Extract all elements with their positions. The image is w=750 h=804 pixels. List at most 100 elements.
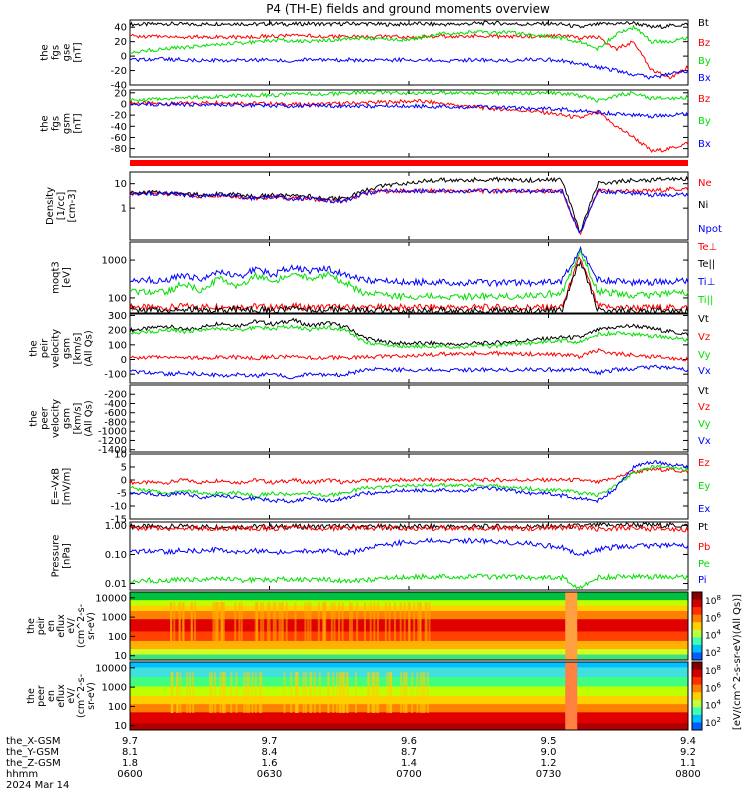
- y-tick-label: 20: [114, 37, 127, 48]
- spectrogram-event: [565, 592, 578, 660]
- spectrogram-streak: [179, 672, 182, 713]
- spectrogram-streak: [245, 672, 248, 713]
- y-axis-label-line: [nT]: [73, 42, 84, 62]
- legend-label: Vz: [698, 402, 710, 413]
- y-tick-label: -60: [111, 133, 127, 144]
- spectrogram-streak: [373, 672, 376, 713]
- spectrogram-band: [130, 704, 688, 713]
- legend-label: Ti⊥: [697, 277, 715, 288]
- series-line-fgs_gse-1: [129, 33, 689, 80]
- y-tick-label: -20: [111, 111, 127, 122]
- y-tick-label: 100: [108, 293, 127, 304]
- colorbar-segment: [692, 607, 702, 616]
- spectrogram-band: [130, 723, 688, 731]
- panel-density: 10 1 Density [1/cc] [cm-3] Ne Ni Npot: [45, 171, 722, 241]
- y-tick-label: -10: [111, 502, 127, 513]
- spectrogram-streak: [290, 672, 293, 713]
- spectrogram-streak: [235, 672, 238, 713]
- spectrogram-streak: [411, 672, 414, 713]
- x-axis-row-value: 9.4: [680, 736, 696, 747]
- y-axis-label-line: the: [26, 688, 37, 704]
- y-tick-label: -200: [104, 390, 127, 401]
- x-axis-row-value: 1.6: [262, 758, 278, 769]
- y-axis-label: the peir en eflux eV/(cm^2-s-sr-eV): [26, 604, 97, 648]
- x-axis-row-value: 9.7: [122, 736, 138, 747]
- spectrogram-band: [130, 686, 688, 697]
- y-tick-label: -40: [111, 122, 127, 133]
- spectrogram-band: [130, 696, 688, 705]
- series-line-density-2: [129, 187, 689, 234]
- colorbar-segment: [692, 692, 702, 701]
- y-tick-label: 10000: [95, 593, 127, 604]
- colorbar-frame: [691, 591, 703, 661]
- x-axis-date: 2024 Mar 14: [6, 780, 69, 791]
- y-tick-label: 10: [114, 450, 127, 461]
- spectrogram-streak: [220, 602, 223, 643]
- spectrogram-band: [130, 662, 688, 668]
- spectrogram-streak: [214, 672, 217, 713]
- spectrogram-streak: [423, 672, 426, 713]
- legend-label: Ey: [698, 481, 710, 492]
- x-axis-row-label: hhmm: [6, 769, 38, 780]
- spectrogram-band: [130, 640, 688, 650]
- spectrogram-streak: [170, 602, 173, 643]
- spectrogram-streak: [307, 602, 310, 643]
- y-axis-label: E=-VxB [mV/m]: [51, 468, 73, 506]
- legend-label: Bx: [698, 73, 711, 84]
- spectrogram-band: [130, 667, 688, 678]
- y-tick-label: 100: [108, 702, 127, 713]
- x-axis-row-value: 9.5: [541, 736, 557, 747]
- spectrogram-streak: [322, 602, 325, 643]
- y-axis-label-line: velocity: [51, 329, 62, 368]
- spectrogram-streak: [345, 672, 348, 713]
- spectrogram-streak: [318, 672, 321, 713]
- spectrogram-streak: [323, 602, 326, 643]
- y-axis-label-line: (All Qs): [84, 330, 95, 367]
- y-tick-label: -1400: [98, 445, 127, 456]
- spectrogram-streak: [283, 672, 286, 713]
- panel-fgs_gsm: 200-20-40-60-80 the fgs gsm [nT] Bz By Bx: [40, 88, 711, 158]
- colorbar-segment: [692, 599, 702, 608]
- spectrogram-streak: [363, 602, 366, 643]
- spectrogram-peer_en: 10000 1000 100 10 the peer en eflux eV/(cm^2-s-s…: [26, 661, 721, 732]
- y-axis-label-line: [cm-3]: [67, 189, 78, 222]
- colorbar-segment: [692, 669, 702, 678]
- series-line-efield-1: [129, 464, 689, 498]
- panel-fgs_gse: 40 20 0 -20 -40 the fgs gse [nT] Bt Bz By Bx: [40, 18, 711, 92]
- y-axis-label-line: (cm^2-s-: [76, 604, 87, 648]
- spectrogram-streak: [373, 602, 376, 643]
- panel-frame: [129, 89, 689, 158]
- spectrogram-streak: [388, 672, 391, 713]
- spectrogram-streak: [389, 672, 392, 713]
- series-line-peir_vel-1: [129, 348, 689, 362]
- y-tick-label: -1000: [98, 427, 127, 438]
- spectrogram-streak: [304, 602, 307, 643]
- y-tick-label: 1000: [102, 613, 127, 624]
- colorbar-segment: [692, 644, 702, 653]
- y-axis-label: the peer velocity gsm [km/s] (All Qs): [29, 399, 95, 438]
- y-axis-label-line: (All Qs): [84, 400, 95, 437]
- x-axis-row-label: the_Z-GSM: [6, 758, 61, 769]
- y-tick-label: -80: [111, 144, 127, 155]
- spectrogram-streak: [309, 602, 312, 643]
- y-tick-label: 0.01: [105, 579, 127, 590]
- x-axis-row-value: 0630: [257, 769, 282, 780]
- spectrogram-streak: [254, 672, 257, 713]
- spectrogram-streak: [272, 602, 275, 643]
- colorbar-segment: [692, 629, 702, 638]
- y-axis-label-line: fgs: [51, 45, 62, 60]
- spectrogram-streak: [369, 602, 372, 643]
- spectrogram-streak: [388, 602, 391, 643]
- spectrogram-streak: [421, 672, 424, 713]
- colorbar-segment: [692, 684, 702, 693]
- x-axis-row-value: 8.4: [262, 747, 278, 758]
- series-line-density-1: [130, 175, 689, 234]
- y-tick-label: 300: [108, 311, 127, 322]
- legend-label: Npot: [698, 224, 722, 235]
- y-tick-label: -20: [111, 66, 127, 77]
- panel-frame: [129, 453, 689, 520]
- spectrogram-streak: [417, 602, 420, 643]
- spectrogram-streak: [210, 672, 213, 713]
- colorbar-segment: [692, 592, 702, 601]
